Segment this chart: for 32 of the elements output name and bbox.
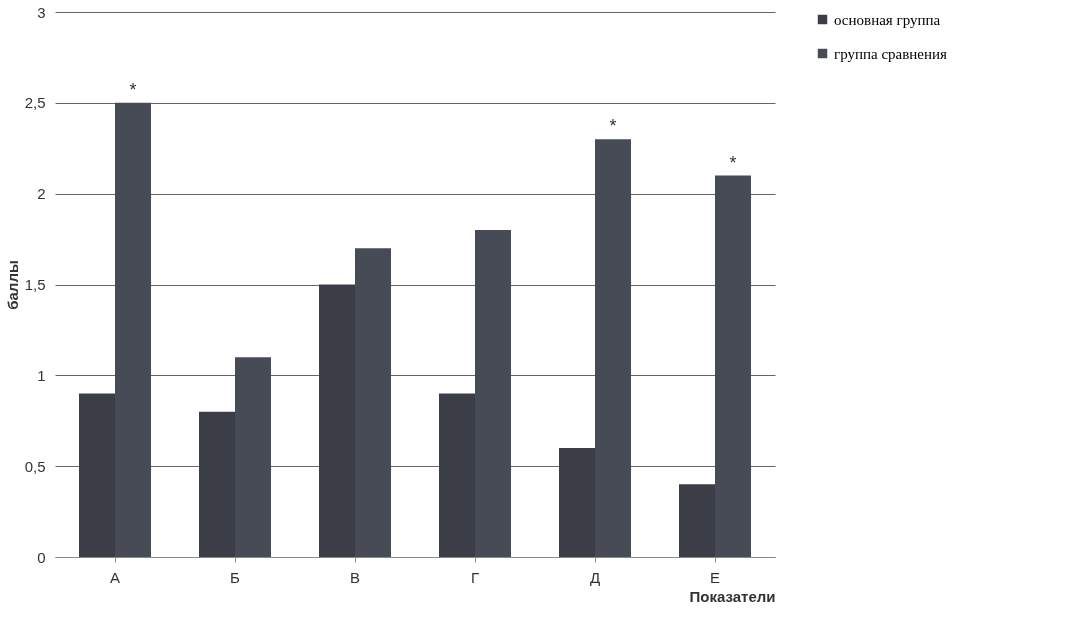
y-tick-label: 0,5 (24, 457, 46, 475)
legend-label: основная группа (834, 11, 941, 28)
y-tick-label: 3 (37, 3, 46, 21)
x-axis-title: Показатели (689, 587, 776, 605)
x-tick-label: Г (470, 568, 480, 586)
bar (79, 393, 115, 557)
bar (235, 357, 271, 557)
y-tick-label: 2,5 (24, 94, 46, 112)
bar (319, 284, 355, 557)
x-tick-label: Б (230, 568, 241, 586)
x-tick-label: Д (589, 568, 601, 586)
x-tick-label: В (349, 568, 361, 586)
bar (439, 393, 475, 557)
bar (475, 230, 511, 557)
y-axis-title: баллы (3, 260, 21, 310)
bar (559, 448, 595, 557)
y-tick-label: 1 (37, 366, 46, 384)
x-tick-label: Е (709, 568, 721, 586)
legend-label: группа сравнения (834, 45, 948, 62)
annotation: * (609, 116, 617, 137)
bar (355, 248, 391, 557)
bar (679, 484, 715, 557)
bar (715, 175, 751, 557)
annotation: * (729, 152, 737, 173)
x-tick-label: А (109, 568, 121, 586)
y-tick-label: 1,5 (24, 276, 46, 293)
bar (595, 139, 631, 557)
annotation: * (129, 79, 137, 100)
bar (199, 411, 235, 557)
y-tick-label: 2 (37, 185, 46, 203)
bar (115, 102, 151, 557)
y-tick-label: 0 (37, 548, 46, 566)
